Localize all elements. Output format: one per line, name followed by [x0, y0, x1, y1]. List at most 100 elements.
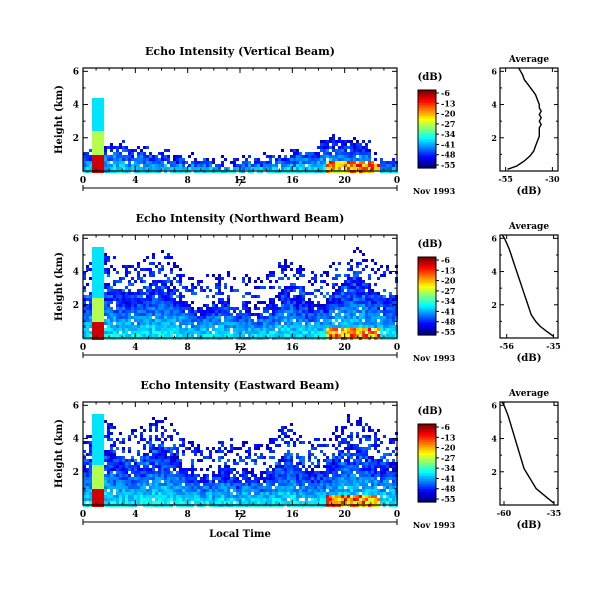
heatmap-cell: [323, 486, 326, 489]
heatmap-cell: [233, 459, 236, 462]
heatmap-cell: [218, 274, 221, 277]
heatmap-cell: [392, 471, 395, 474]
heatmap-cell: [350, 322, 353, 325]
heatmap-cell: [248, 492, 251, 495]
heatmap-cell: [374, 477, 377, 480]
heatmap-cell: [179, 489, 182, 492]
heatmap-cell: [326, 313, 329, 316]
heatmap-cell: [134, 292, 137, 295]
heatmap-cell: [116, 301, 119, 304]
heatmap-cell: [131, 158, 134, 161]
heatmap-cell: [143, 447, 146, 450]
heatmap-cell: [269, 501, 272, 504]
heatmap-cell: [161, 331, 164, 334]
heatmap-cell: [122, 438, 125, 441]
heatmap-cell: [257, 161, 260, 164]
heatmap-cell: [266, 304, 269, 307]
heatmap-cell: [173, 155, 176, 158]
profile-line: [507, 67, 543, 170]
heatmap-cell: [194, 483, 197, 486]
heatmap-cell: [356, 477, 359, 480]
heatmap-cell: [86, 477, 89, 480]
heatmap-cell: [320, 325, 323, 328]
heatmap-cell: [104, 495, 107, 498]
heatmap-cell: [326, 471, 329, 474]
heatmap-cell: [347, 277, 350, 280]
heatmap-cell: [92, 274, 95, 277]
colorbar-segment: [418, 457, 436, 461]
heatmap-cell: [347, 158, 350, 161]
heatmap-cell: [173, 480, 176, 483]
heatmap-cell: [362, 304, 365, 307]
heatmap-cell: [98, 441, 101, 444]
heatmap-cell: [233, 289, 236, 292]
heatmap-cell: [332, 164, 335, 167]
heatmap-cell: [143, 453, 146, 456]
heatmap-cell: [188, 328, 191, 331]
heatmap-cell: [392, 480, 395, 483]
heatmap-cell: [266, 334, 269, 337]
heatmap-cell: [116, 486, 119, 489]
heatmap-cell: [356, 456, 359, 459]
heatmap-cell: [92, 480, 95, 483]
heatmap-cell: [95, 319, 98, 322]
heatmap-cell: [272, 310, 275, 313]
heatmap-cell: [98, 143, 101, 146]
heatmap-cell: [167, 262, 170, 265]
heatmap-cell: [278, 155, 281, 158]
heatmap-cell: [134, 474, 137, 477]
heatmap-cell: [113, 146, 116, 149]
heatmap-cell: [185, 167, 188, 170]
heatmap-cell: [98, 444, 101, 447]
heatmap-cell: [98, 128, 101, 131]
heatmap-cell: [182, 316, 185, 319]
heatmap-cell: [203, 486, 206, 489]
heatmap-cell: [302, 480, 305, 483]
heatmap-cell: [197, 450, 200, 453]
heatmap-cell: [182, 468, 185, 471]
heatmap-cell: [143, 280, 146, 283]
heatmap-cell: [116, 462, 119, 465]
heatmap-cell: [92, 128, 95, 131]
heatmap-cell: [365, 298, 368, 301]
heatmap-cell: [206, 328, 209, 331]
heatmap-cell: [374, 310, 377, 313]
heatmap-cell: [233, 164, 236, 167]
heatmap-cell: [389, 489, 392, 492]
heatmap-cell: [146, 301, 149, 304]
heatmap-cell: [92, 417, 95, 420]
heatmap-cell: [200, 307, 203, 310]
heatmap-cell: [98, 113, 101, 116]
heatmap-cell: [338, 456, 341, 459]
heatmap-cell: [314, 310, 317, 313]
heatmap-cell: [155, 498, 158, 501]
heatmap-cell: [386, 304, 389, 307]
heatmap-cell: [311, 316, 314, 319]
heatmap-cell: [143, 259, 146, 262]
heatmap-cell: [170, 167, 173, 170]
heatmap-cell: [173, 164, 176, 167]
heatmap-cell: [365, 435, 368, 438]
heatmap-cell: [128, 459, 131, 462]
heatmap-cell: [161, 474, 164, 477]
heatmap-cell: [92, 492, 95, 495]
heatmap-cell: [107, 298, 110, 301]
heatmap-cell: [323, 310, 326, 313]
heatmap-cell: [278, 322, 281, 325]
heatmap-cell: [230, 501, 233, 504]
heatmap-cell: [191, 289, 194, 292]
heatmap-cell: [347, 483, 350, 486]
heatmap-cell: [341, 438, 344, 441]
heatmap-cell: [155, 316, 158, 319]
heatmap-cell: [125, 328, 128, 331]
heatmap-cell: [215, 477, 218, 480]
heatmap-cell: [125, 325, 128, 328]
heatmap-cell: [95, 259, 98, 262]
heatmap-cell: [125, 301, 128, 304]
heatmap-cell: [170, 462, 173, 465]
heatmap-cell: [152, 334, 155, 337]
heatmap-cell: [161, 164, 164, 167]
heatmap-cell: [371, 486, 374, 489]
heatmap-cell: [149, 262, 152, 265]
heatmap-cell: [233, 486, 236, 489]
